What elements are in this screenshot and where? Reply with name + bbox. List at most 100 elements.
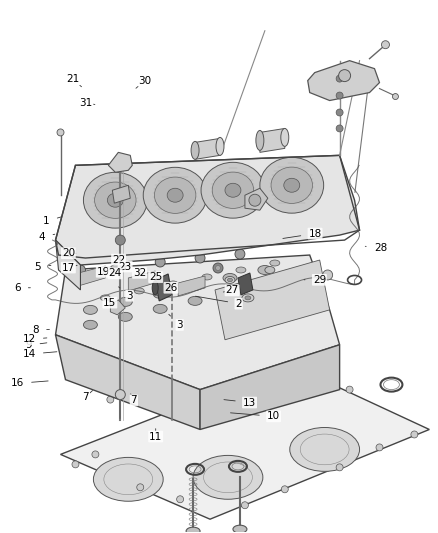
Text: 1: 1 — [43, 216, 61, 227]
Text: 12: 12 — [22, 334, 47, 344]
Ellipse shape — [258, 280, 272, 289]
Text: 30: 30 — [136, 76, 152, 88]
Circle shape — [137, 484, 144, 491]
Text: 7: 7 — [131, 394, 137, 406]
Text: 21: 21 — [66, 75, 81, 87]
Circle shape — [336, 464, 343, 471]
Ellipse shape — [83, 172, 147, 228]
Ellipse shape — [118, 312, 132, 321]
Circle shape — [177, 496, 184, 503]
Circle shape — [336, 92, 343, 99]
Circle shape — [381, 41, 389, 49]
Polygon shape — [308, 61, 379, 101]
Text: 20: 20 — [62, 248, 76, 258]
Text: 11: 11 — [149, 429, 162, 441]
Circle shape — [75, 265, 85, 275]
Ellipse shape — [281, 128, 289, 147]
Circle shape — [266, 361, 273, 368]
Text: 27: 27 — [223, 285, 239, 295]
Circle shape — [115, 390, 125, 400]
Circle shape — [72, 461, 79, 468]
Text: 13: 13 — [224, 398, 256, 408]
Polygon shape — [56, 255, 339, 390]
Ellipse shape — [256, 131, 264, 150]
Polygon shape — [60, 365, 429, 519]
Ellipse shape — [271, 167, 312, 204]
Text: 25: 25 — [149, 272, 162, 282]
Polygon shape — [215, 260, 330, 340]
Circle shape — [346, 386, 353, 393]
Circle shape — [392, 94, 399, 100]
Polygon shape — [112, 185, 130, 203]
Polygon shape — [56, 335, 200, 430]
Circle shape — [115, 235, 125, 245]
Text: 3: 3 — [169, 314, 183, 330]
Circle shape — [115, 261, 125, 271]
Ellipse shape — [152, 281, 158, 295]
Ellipse shape — [202, 274, 212, 280]
Text: 23: 23 — [119, 262, 132, 271]
Circle shape — [376, 444, 383, 451]
Ellipse shape — [100, 295, 110, 301]
Ellipse shape — [284, 178, 300, 192]
Ellipse shape — [216, 138, 224, 155]
Polygon shape — [108, 152, 132, 172]
Text: 15: 15 — [103, 297, 117, 308]
Ellipse shape — [188, 281, 202, 290]
Text: 6: 6 — [14, 282, 30, 293]
Circle shape — [281, 486, 288, 493]
Polygon shape — [108, 262, 122, 276]
Ellipse shape — [242, 294, 254, 302]
Text: 10: 10 — [230, 411, 280, 421]
Polygon shape — [110, 300, 125, 315]
Ellipse shape — [225, 183, 241, 197]
Circle shape — [152, 376, 159, 383]
Circle shape — [155, 257, 165, 267]
Ellipse shape — [236, 267, 246, 273]
Ellipse shape — [258, 265, 272, 274]
Text: 28: 28 — [365, 243, 387, 253]
Ellipse shape — [153, 289, 167, 298]
Ellipse shape — [193, 455, 263, 499]
Circle shape — [323, 270, 332, 280]
Ellipse shape — [212, 172, 254, 208]
Circle shape — [107, 396, 114, 403]
Ellipse shape — [95, 182, 136, 219]
Polygon shape — [56, 240, 81, 290]
Text: 9: 9 — [26, 340, 47, 350]
Circle shape — [306, 371, 313, 378]
Polygon shape — [200, 345, 339, 430]
Ellipse shape — [265, 266, 275, 273]
Ellipse shape — [233, 525, 247, 533]
Ellipse shape — [227, 278, 233, 282]
Circle shape — [187, 366, 194, 373]
Ellipse shape — [245, 296, 251, 300]
Text: 5: 5 — [35, 262, 51, 271]
Ellipse shape — [201, 163, 265, 218]
Polygon shape — [195, 139, 220, 159]
Ellipse shape — [260, 157, 324, 213]
Circle shape — [336, 125, 343, 132]
Circle shape — [213, 263, 223, 273]
Text: 22: 22 — [112, 255, 125, 264]
Ellipse shape — [290, 427, 360, 471]
Circle shape — [411, 431, 418, 438]
Ellipse shape — [155, 177, 196, 213]
Polygon shape — [260, 128, 285, 152]
Ellipse shape — [191, 141, 199, 159]
Ellipse shape — [134, 288, 144, 294]
Circle shape — [235, 249, 245, 259]
Circle shape — [336, 75, 343, 82]
Polygon shape — [245, 188, 268, 210]
Ellipse shape — [188, 296, 202, 305]
Text: 31: 31 — [79, 98, 95, 108]
Polygon shape — [178, 276, 205, 296]
Ellipse shape — [143, 167, 207, 223]
Text: 24: 24 — [109, 269, 122, 278]
Ellipse shape — [225, 277, 235, 284]
Polygon shape — [78, 266, 106, 286]
Circle shape — [215, 265, 220, 270]
Text: 17: 17 — [62, 263, 77, 272]
Polygon shape — [56, 155, 360, 265]
Ellipse shape — [270, 260, 280, 266]
